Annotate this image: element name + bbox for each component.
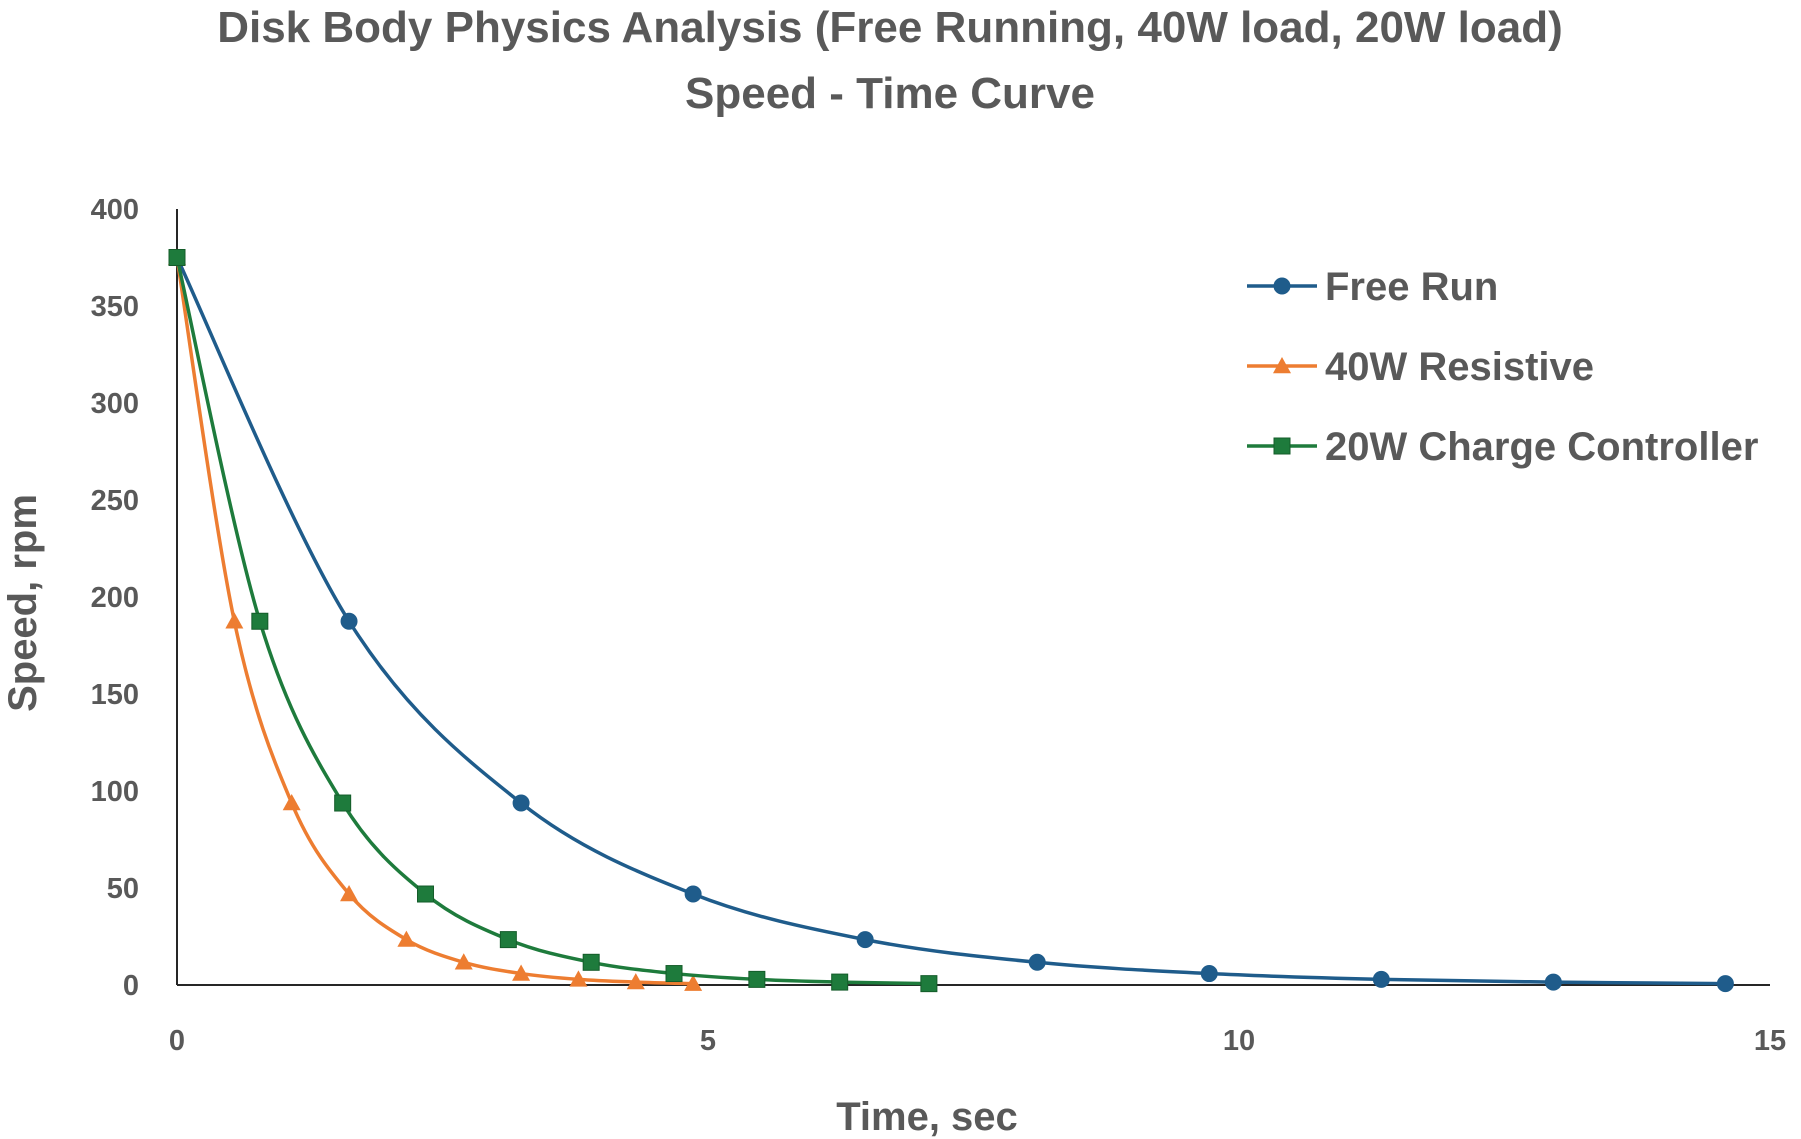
data-point-40w-resistive	[282, 794, 301, 811]
legend-marker	[1273, 357, 1291, 374]
y-tick-label: 250	[91, 485, 139, 517]
data-point-20w-charge-controller	[831, 973, 849, 991]
data-point-40w-resistive	[454, 953, 473, 970]
data-point-free-run	[1544, 973, 1562, 991]
y-axis-title: Speed, rpm	[1, 494, 45, 712]
data-point-20w-charge-controller	[665, 965, 683, 983]
legend-label: 20W Charge Controller	[1325, 425, 1758, 469]
data-point-40w-resistive	[512, 964, 531, 981]
data-point-free-run	[1028, 953, 1046, 971]
plot-area	[168, 248, 1734, 993]
y-tick-label: 400	[91, 194, 139, 226]
data-point-20w-charge-controller	[920, 975, 938, 993]
x-axis-title: Time, sec	[836, 1095, 1018, 1139]
legend-item-40w-resistive: 40W Resistive	[1247, 345, 1594, 389]
x-tick-label: 5	[700, 1025, 716, 1057]
y-tick-label: 300	[91, 388, 139, 420]
x-tick-label: 10	[1223, 1025, 1255, 1057]
data-point-40w-resistive	[340, 885, 359, 902]
data-point-20w-charge-controller	[748, 970, 766, 988]
chart-title: Disk Body Physics Analysis (Free Running…	[217, 3, 1563, 52]
y-tick-label: 50	[107, 873, 139, 905]
series-20w-charge-controller	[168, 249, 938, 993]
data-point-free-run	[1200, 965, 1218, 983]
data-point-free-run	[1372, 970, 1390, 988]
series-40w-resistive	[168, 248, 703, 991]
data-point-free-run	[512, 794, 530, 812]
y-tick-label: 350	[91, 291, 139, 323]
y-tick-label: 100	[91, 776, 139, 808]
y-tick-label: 0	[123, 970, 139, 1002]
legend-item-20w-charge-controller: 20W Charge Controller	[1247, 425, 1758, 469]
chart-axes: 0 50 100 150 200 250 300 350 400 0 5 10 15	[91, 194, 1787, 1057]
data-point-20w-charge-controller	[334, 794, 352, 812]
y-tick-label: 200	[91, 582, 139, 614]
data-point-free-run	[1716, 975, 1734, 993]
series-line-20w-charge-controller	[175, 257, 929, 986]
chart-subtitle: Speed - Time Curve	[685, 69, 1095, 118]
data-point-40w-resistive	[225, 612, 244, 629]
data-point-free-run	[340, 612, 358, 630]
legend-label: Free Run	[1325, 265, 1498, 309]
data-point-40w-resistive	[684, 974, 703, 991]
x-tick-label: 15	[1754, 1025, 1786, 1057]
legend-label: 40W Resistive	[1325, 345, 1594, 389]
data-point-20w-charge-controller	[251, 612, 269, 630]
data-point-40w-resistive	[569, 970, 588, 987]
data-point-20w-charge-controller	[417, 885, 435, 903]
legend-marker	[1273, 277, 1291, 295]
data-point-free-run	[684, 885, 702, 903]
data-point-20w-charge-controller	[499, 931, 517, 949]
data-point-40w-resistive	[626, 973, 645, 990]
series-line-free-run	[175, 256, 1726, 986]
legend-item-free-run: Free Run	[1247, 265, 1498, 309]
data-point-20w-charge-controller	[168, 249, 186, 266]
legend-marker	[1273, 437, 1291, 455]
y-tick-label: 150	[91, 679, 139, 711]
chart-legend: Free Run 40W Resistive 20W Charge Controll…	[1247, 265, 1758, 469]
x-tick-label: 0	[169, 1025, 185, 1057]
data-point-20w-charge-controller	[582, 953, 600, 971]
data-point-free-run	[856, 931, 874, 949]
data-point-40w-resistive	[397, 930, 416, 947]
